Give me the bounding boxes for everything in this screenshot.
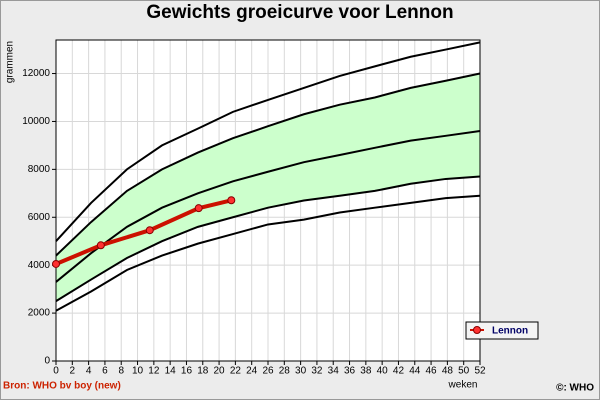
x-tick-label: 18 (197, 366, 209, 377)
x-tick-label: 44 (409, 366, 421, 377)
point (194, 204, 203, 213)
plot-frame (55, 39, 481, 362)
x-tick-label: 40 (377, 366, 389, 377)
x-tick-label: 48 (442, 366, 454, 377)
x-tick-label: 36 (344, 366, 356, 377)
x-axis-label: weken (448, 380, 478, 391)
y-tick-label: 12000 (22, 68, 50, 79)
legend-box (465, 321, 539, 340)
reference-curve (55, 72, 481, 257)
reference-curve (55, 194, 481, 312)
x-tick-label: 26 (262, 366, 274, 377)
x-tick-label: 50 (458, 366, 470, 377)
x-tick-label: 4 (86, 366, 92, 377)
reference-curve (55, 41, 481, 242)
x-tick-label: 30 (295, 366, 307, 377)
x-tick-label: 24 (246, 366, 258, 377)
point (227, 196, 236, 205)
reference-curve (55, 130, 481, 283)
y-tick-label: 8000 (28, 164, 51, 175)
point (96, 241, 105, 250)
x-tick-label: 6 (102, 366, 108, 377)
y-tick-label: 2000 (28, 308, 51, 319)
x-tick-label: 12 (148, 366, 160, 377)
x-tick-label: 0 (53, 366, 59, 377)
y-tick-label: 0 (44, 356, 50, 367)
x-tick-label: 10 (132, 366, 144, 377)
legend-label: Lennon (492, 326, 528, 337)
x-tick-label: 42 (393, 366, 405, 377)
chart-title: Gewichts groeicurve voor Lennon (146, 2, 453, 23)
x-tick-label: 8 (118, 366, 124, 377)
legend-marker (473, 326, 481, 334)
x-tick-label: 34 (328, 366, 340, 377)
x-tick-label: 32 (311, 366, 323, 377)
x-tick-label: 16 (181, 366, 193, 377)
source: Bron: WHO bv boy (new) (3, 381, 121, 392)
x-tick-label: 2 (70, 366, 76, 377)
point (52, 259, 60, 268)
point (145, 226, 154, 235)
x-tick-label: 38 (360, 366, 372, 377)
x-tick-label: 20 (214, 366, 226, 377)
x-tick-label: 52 (474, 366, 486, 377)
y-tick-label: 10000 (22, 116, 50, 127)
x-tick-label: 46 (426, 366, 438, 377)
copyright: ©: WHO (556, 383, 594, 394)
y-axis-label: grammen (5, 41, 16, 83)
reference-curve (55, 175, 481, 302)
y-tick-label: 6000 (28, 212, 51, 223)
x-tick-label: 22 (230, 366, 242, 377)
band (56, 73, 480, 302)
x-tick-label: 14 (165, 366, 177, 377)
x-tick-label: 28 (279, 366, 291, 377)
y-tick-label: 4000 (28, 260, 51, 271)
